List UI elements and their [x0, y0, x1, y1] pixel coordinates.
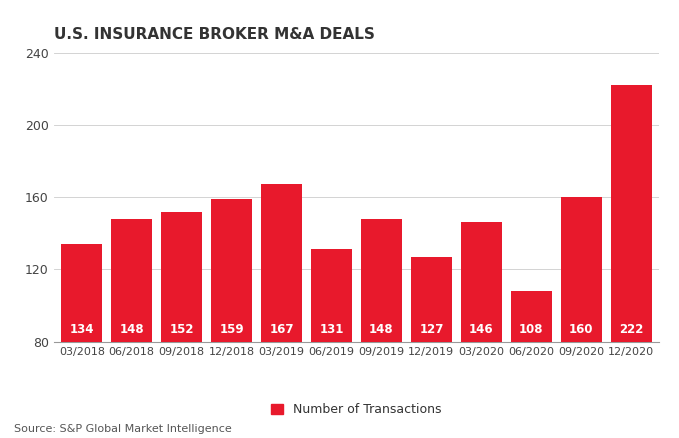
Text: U.S. INSURANCE BROKER M&A DEALS: U.S. INSURANCE BROKER M&A DEALS: [54, 27, 375, 42]
Bar: [61, 244, 103, 342]
Bar: [361, 219, 402, 342]
Legend: Number of Transactions: Number of Transactions: [271, 403, 442, 417]
Bar: [161, 212, 202, 342]
Text: 148: 148: [369, 323, 394, 336]
Text: 134: 134: [69, 323, 94, 336]
Text: 148: 148: [120, 323, 144, 336]
Bar: [561, 197, 602, 342]
Bar: [461, 223, 502, 342]
Bar: [111, 219, 152, 342]
Text: 222: 222: [619, 323, 643, 336]
Bar: [311, 250, 352, 342]
Bar: [211, 199, 252, 342]
Text: 108: 108: [519, 323, 543, 336]
Text: 152: 152: [170, 323, 194, 336]
Text: 160: 160: [569, 323, 593, 336]
Bar: [411, 257, 452, 342]
Text: 167: 167: [270, 323, 294, 336]
Text: 146: 146: [469, 323, 494, 336]
Text: 131: 131: [319, 323, 344, 336]
Bar: [610, 85, 652, 342]
Text: 127: 127: [419, 323, 443, 336]
Bar: [511, 291, 552, 342]
Text: 159: 159: [219, 323, 244, 336]
Bar: [261, 184, 302, 342]
Text: Source: S&P Global Market Intelligence: Source: S&P Global Market Intelligence: [14, 424, 232, 434]
